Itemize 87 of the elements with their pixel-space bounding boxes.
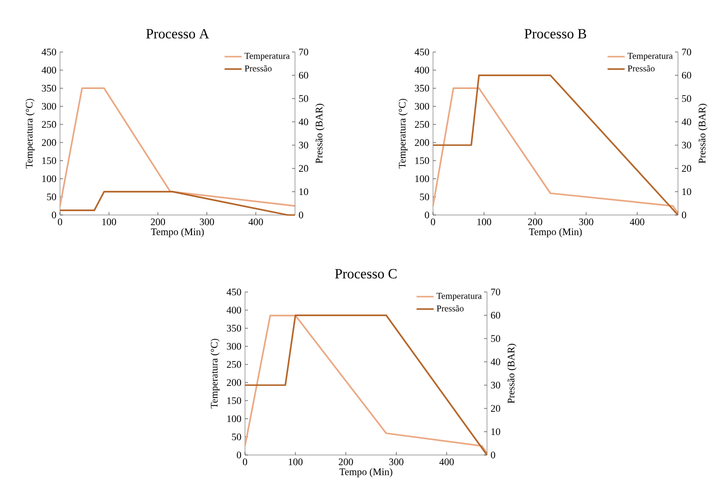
y-tick-label: 450 <box>226 288 242 296</box>
y2-tick-label: 50 <box>682 95 692 102</box>
y-tick-label: 150 <box>227 397 242 404</box>
legend-label: Temperatura <box>436 292 482 301</box>
x-axis-title: Tempo (Min) <box>528 228 582 238</box>
y2-tick-label: 30 <box>682 142 692 149</box>
y2-tick-label: 70 <box>491 288 500 296</box>
x-axis-title: Tempo (Min) <box>339 468 392 478</box>
y2-tick-label: 40 <box>490 358 500 366</box>
y2-axis-title: Pressão (BAR) <box>698 104 708 164</box>
y-tick-label: 200 <box>226 379 242 386</box>
y-tick-label: 100 <box>227 415 242 422</box>
y2-tick-label: 10 <box>491 428 500 436</box>
y2-tick-label: 0 <box>682 212 686 218</box>
y2-tick-label: 30 <box>491 382 500 388</box>
y-tick-label: 450 <box>42 48 56 56</box>
y2-tick-label: 60 <box>298 72 308 79</box>
y2-tick-label: 0 <box>298 212 304 218</box>
y-tick-label: 350 <box>226 324 242 332</box>
y2-tick-label: 70 <box>682 48 692 56</box>
y-tick-label: 450 <box>414 48 430 56</box>
y-tick-label: 50 <box>232 434 242 440</box>
x-tick-label: 200 <box>528 218 542 226</box>
x-tick-label: 400 <box>630 218 644 226</box>
y-axis-title: Temperatura (°C) <box>26 98 35 168</box>
chart-title: Processo A <box>146 29 210 38</box>
y-tick-label: 200 <box>414 139 430 146</box>
y2-tick-label: 70 <box>299 48 308 56</box>
y-tick-label: 100 <box>42 175 56 182</box>
y-tick-label: 0 <box>424 212 430 218</box>
x-tick-label: 400 <box>248 218 263 226</box>
y-tick-label: 400 <box>226 306 242 314</box>
y2-axis-title: Pressão (BAR) <box>315 104 324 164</box>
y-axis-title: Temperatura (°C) <box>398 98 408 168</box>
y-tick-label: 0 <box>52 212 56 218</box>
y-tick-label: 250 <box>226 361 242 368</box>
y-tick-label: 400 <box>42 66 56 74</box>
x-tick-label: 0 <box>430 218 436 226</box>
x-tick-label: 100 <box>102 218 116 226</box>
y2-tick-label: 40 <box>682 118 692 126</box>
y2-tick-label: 50 <box>299 95 308 102</box>
chart-title: Processo C <box>335 269 397 278</box>
y-tick-label: 150 <box>415 157 430 164</box>
x-tick-label: 300 <box>579 218 594 226</box>
x-tick-label: 300 <box>389 458 404 466</box>
y-tick-label: 400 <box>414 66 430 74</box>
y-tick-label: 300 <box>226 342 242 350</box>
legend-label: Pressão <box>244 65 272 72</box>
y-tick-label: 300 <box>42 102 56 110</box>
x-tick-label: 100 <box>288 458 303 466</box>
y2-tick-label: 30 <box>299 142 308 149</box>
y-tick-label: 50 <box>47 194 56 200</box>
y2-tick-label: 50 <box>491 335 500 342</box>
x-axis-title: Tempo (Min) <box>150 228 204 238</box>
y2-tick-label: 40 <box>298 118 308 126</box>
legend-label: Temperatura <box>244 52 290 61</box>
chart-title: Processo B <box>524 29 586 38</box>
x-tick-label: 200 <box>150 218 166 226</box>
y2-tick-label: 20 <box>490 405 500 412</box>
y-tick-label: 250 <box>42 121 56 128</box>
y-tick-label: 250 <box>414 121 430 128</box>
y-tick-label: 350 <box>414 84 430 92</box>
y2-tick-label: 20 <box>682 165 692 172</box>
x-tick-label: 400 <box>439 458 454 466</box>
y2-tick-label: 10 <box>682 188 692 196</box>
x-tick-label: 200 <box>338 458 353 466</box>
y-tick-label: 300 <box>414 102 430 110</box>
x-tick-label: 0 <box>58 218 62 226</box>
legend-label: Pressão <box>628 65 655 72</box>
legend-label: Temperatura <box>628 52 673 61</box>
y2-tick-label: 20 <box>298 165 308 172</box>
y-axis-title: Temperatura (°C) <box>210 338 220 408</box>
y-tick-label: 150 <box>42 157 56 164</box>
y2-tick-label: 10 <box>299 188 308 196</box>
x-tick-label: 0 <box>242 458 248 466</box>
y2-tick-label: 60 <box>490 312 500 319</box>
y-tick-label: 350 <box>42 84 56 92</box>
x-tick-label: 300 <box>200 218 214 226</box>
y2-tick-label: 60 <box>682 72 692 79</box>
y-tick-label: 100 <box>415 175 430 182</box>
y2-axis-title: Pressão (BAR) <box>507 344 516 404</box>
y2-tick-label: 0 <box>490 452 496 458</box>
y-tick-label: 0 <box>236 452 242 458</box>
y-tick-label: 200 <box>42 139 56 146</box>
x-tick-label: 100 <box>477 218 492 226</box>
y-tick-label: 50 <box>420 194 430 200</box>
legend-label: Pressão <box>436 305 464 312</box>
